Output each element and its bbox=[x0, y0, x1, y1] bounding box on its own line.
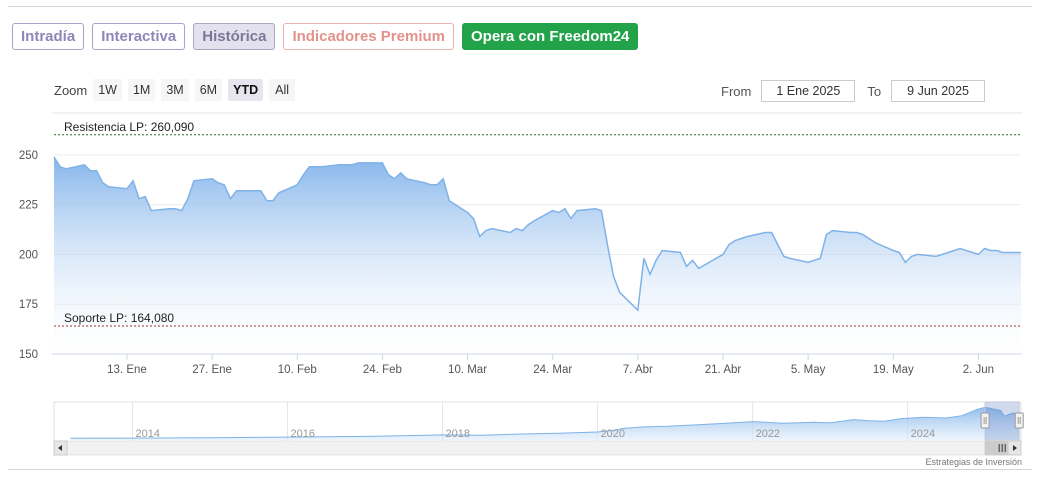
scrollbar-track[interactable] bbox=[53, 440, 1022, 456]
navigator[interactable]: 2014 2016 2018 2020 2022 2024 bbox=[53, 401, 1024, 442]
navigator-left-handle[interactable] bbox=[980, 412, 990, 429]
to-date-input[interactable] bbox=[891, 80, 986, 102]
tab-indicadores-premium[interactable]: Indicadores Premium bbox=[283, 23, 454, 50]
x-tick-label: 10. Mar bbox=[448, 364, 487, 376]
navigator-window[interactable] bbox=[984, 401, 1020, 442]
y-tick-label: 175 bbox=[19, 299, 38, 311]
scrollbar-grip-icon bbox=[998, 444, 1006, 452]
opera-con-freedom24-button[interactable]: Opera con Freedom24 bbox=[462, 23, 639, 50]
x-tick-label: 27. Ene bbox=[192, 364, 232, 376]
x-tick-label: 19. May bbox=[873, 364, 914, 376]
x-tick-label: 24. Mar bbox=[533, 364, 572, 376]
price-area bbox=[54, 156, 1021, 354]
navigator-year-label: 2016 bbox=[291, 428, 315, 440]
tab-historica[interactable]: Histórica bbox=[193, 23, 276, 50]
x-tick-label: 5. May bbox=[791, 364, 826, 376]
navigator-line bbox=[70, 406, 1020, 439]
x-tick-label: 10. Feb bbox=[278, 364, 317, 376]
from-date-input[interactable] bbox=[761, 80, 856, 102]
navigator-year-label: 2024 bbox=[911, 428, 935, 440]
y-tick-label: 225 bbox=[19, 200, 38, 212]
navigator-handle-body[interactable] bbox=[1014, 412, 1024, 429]
y-tick-label: 250 bbox=[19, 150, 38, 162]
navigator-handle-body[interactable] bbox=[980, 412, 990, 429]
y-axis-labels: 150 175 200 225 250 bbox=[19, 150, 38, 361]
navigator-year-label: 2022 bbox=[756, 428, 780, 440]
zoom-label: Zoom bbox=[54, 82, 88, 98]
navigator-area bbox=[70, 407, 1020, 440]
navigator-year-labels: 2014 2016 2018 2020 2022 2024 bbox=[136, 428, 936, 440]
x-axis-labels: 13. Ene 27. Ene 10. Feb 24. Feb 10. Mar 24. M… bbox=[107, 354, 994, 376]
date-range: From To bbox=[721, 80, 997, 102]
zoom-1m-button[interactable]: 1M bbox=[127, 79, 156, 101]
tab-interactiva[interactable]: Interactiva bbox=[92, 23, 186, 50]
zoom-3m-button[interactable]: 3M bbox=[161, 79, 189, 101]
scroll-left-arrow-icon bbox=[58, 445, 62, 451]
navigator-year-label: 2018 bbox=[446, 428, 470, 440]
x-tick-label: 7. Abr bbox=[623, 364, 653, 376]
zoom-ytd-button[interactable]: YTD bbox=[228, 79, 264, 101]
x-tick-label: 13. Ene bbox=[107, 364, 147, 376]
navigator-year-label: 2020 bbox=[601, 428, 625, 440]
top-divider bbox=[8, 6, 1032, 7]
scroll-right-arrow-icon bbox=[1013, 445, 1017, 451]
chart-tabs: Intradía Interactiva Histórica Indicador… bbox=[12, 23, 639, 50]
zoom-selector: Zoom 1W 1M 3M 6M YTD All bbox=[54, 79, 301, 101]
support-label: Soporte LP: 164,080 bbox=[64, 311, 174, 325]
scrollbar[interactable] bbox=[53, 440, 1022, 456]
chart-credit: Estrategias de Inversión bbox=[925, 457, 1022, 467]
zoom-6m-button[interactable]: 6M bbox=[194, 79, 223, 101]
zoom-all-button[interactable]: All bbox=[269, 79, 296, 101]
zoom-1w-button[interactable]: 1W bbox=[93, 79, 122, 101]
y-tick-label: 150 bbox=[19, 349, 38, 361]
navigator-right-handle[interactable] bbox=[1014, 412, 1024, 429]
tab-intradia[interactable]: Intradía bbox=[12, 23, 85, 50]
from-label: From bbox=[721, 83, 752, 99]
y-tick-label: 200 bbox=[19, 249, 38, 261]
to-label: To bbox=[867, 83, 882, 99]
price-line bbox=[53, 156, 1021, 312]
bottom-divider bbox=[8, 469, 1032, 470]
x-tick-label: 24. Feb bbox=[363, 364, 402, 376]
navigator-year-label: 2014 bbox=[136, 428, 160, 440]
support-resistance-lines: Resistencia LP: 260,090 Soporte LP: 164,0… bbox=[54, 120, 1021, 327]
x-tick-label: 2. Jun bbox=[963, 364, 994, 376]
x-tick-label: 21. Abr bbox=[705, 364, 742, 376]
resistance-label: Resistencia LP: 260,090 bbox=[64, 120, 194, 134]
